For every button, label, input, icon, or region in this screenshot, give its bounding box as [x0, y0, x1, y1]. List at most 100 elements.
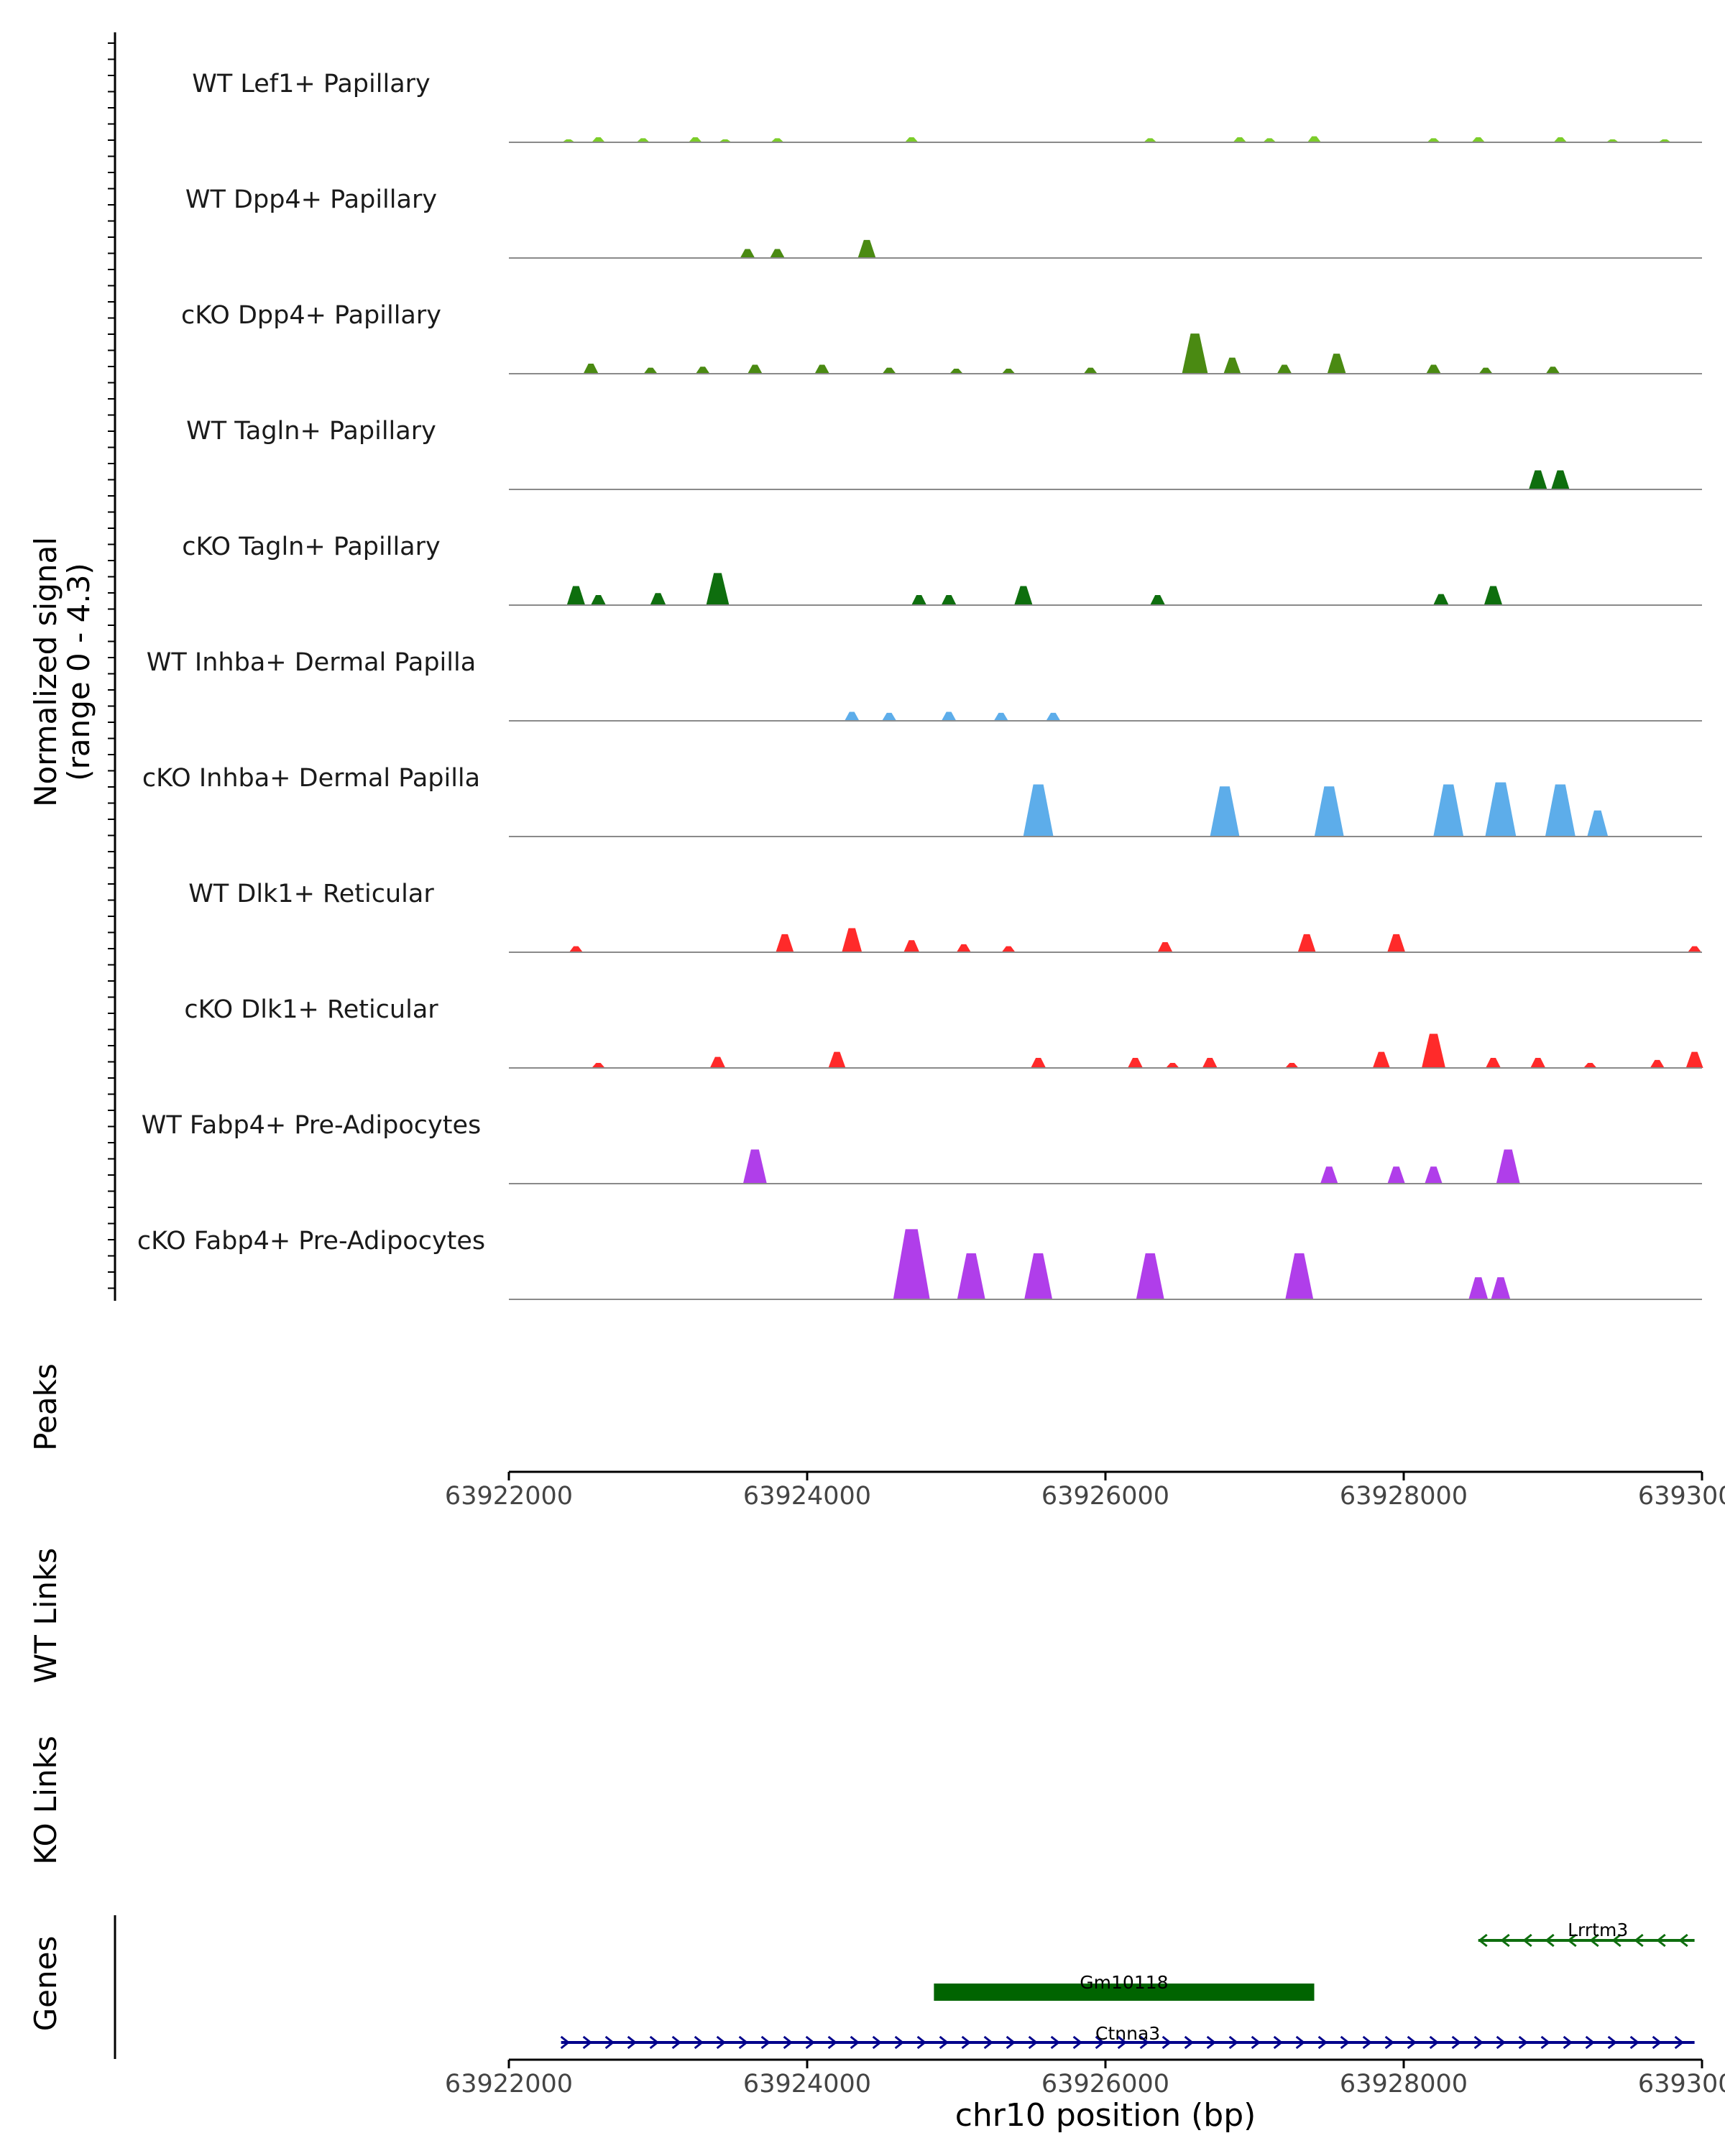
strand-arrow [1634, 1933, 1644, 1948]
signal-peak [1031, 1058, 1046, 1068]
peaks-track-label: Peaks [28, 1363, 63, 1451]
strand-arrow [872, 2035, 883, 2050]
strand-arrow [1273, 2035, 1284, 2050]
signal-peak [1433, 594, 1449, 605]
strand-arrow [1678, 1933, 1688, 1948]
signal-peak [1427, 138, 1440, 142]
gene-label: Ctnna3 [1095, 2023, 1160, 2044]
strand-arrow [1563, 2035, 1573, 2050]
signal-peak [1551, 470, 1570, 489]
gene-annotations: Lrrtm3 Gm10118 Ctnna3 [560, 1920, 1695, 2050]
y-axis-title-line-2: (range 0 - 4.3) [61, 563, 96, 781]
signal-peak [814, 364, 829, 374]
strand-arrow [1589, 1933, 1599, 1948]
signal-peak [592, 1063, 605, 1068]
signal-peak [956, 944, 971, 952]
signal-peak [583, 364, 599, 374]
strand-arrow [961, 2035, 972, 2050]
signal-peak [1285, 1253, 1314, 1299]
signal-peak [650, 593, 666, 605]
signal-peak [941, 595, 957, 605]
signal-peak [742, 1149, 767, 1184]
x-tick-label: 63928000 [1340, 2070, 1468, 2099]
strand-arrow [1407, 2035, 1417, 2050]
bottom-x-axis-ticks: 63922000 63924000 63926000 63928000 63930000 [445, 2060, 1725, 2099]
strand-arrow [939, 2035, 949, 2050]
signal-peak [903, 940, 920, 952]
signal-peak [893, 1229, 930, 1299]
signal-peak [1545, 784, 1576, 837]
strand-arrow [1362, 2035, 1373, 2050]
strand-arrow [694, 2035, 704, 2050]
strand-arrow [916, 2035, 927, 2050]
signal-peak [1688, 946, 1702, 952]
ko-links-label: KO Links [28, 1736, 63, 1865]
strand-arrow [1545, 1933, 1555, 1948]
strand-arrow [894, 2035, 905, 2050]
signal-peak [1433, 784, 1464, 837]
signal-peak [1327, 354, 1346, 374]
strand-arrow [1518, 2035, 1529, 2050]
strand-arrow [1674, 2035, 1685, 2050]
strand-arrow [582, 2035, 593, 2050]
strand-arrow [1095, 2035, 1105, 2050]
signal-peak [770, 138, 784, 142]
strand-arrow [716, 2035, 727, 2050]
track-cko-dpp4-papillary: cKO Dpp4+ Papillary [181, 301, 1702, 374]
signal-peak [941, 711, 957, 721]
strand-arrow [1522, 1933, 1532, 1948]
signal-peak [845, 711, 860, 721]
signal-peak [1128, 1058, 1143, 1068]
top-x-axis: 63922000 63924000 63926000 63928000 63930000 [445, 1470, 1725, 1511]
track-cko-dlk1-reticular: cKO Dlk1+ Reticular [184, 995, 1703, 1069]
signal-peak [562, 139, 575, 142]
signal-peak [1263, 138, 1276, 142]
signal-peak [1276, 364, 1292, 374]
strand-arrow [1162, 2035, 1172, 2050]
x-tick-label: 63924000 [743, 2070, 871, 2099]
signal-peak [776, 934, 794, 952]
track-label: WT Dpp4+ Papillary [185, 185, 437, 214]
signal-peak [1587, 810, 1609, 837]
strand-arrow [827, 2035, 838, 2050]
track-label: WT Inhba+ Dermal Papilla [147, 648, 476, 677]
strand-arrow [1251, 2035, 1261, 2050]
signal-peak [1223, 357, 1241, 374]
signal-peak [1658, 139, 1671, 142]
signal-peak [1001, 946, 1016, 952]
track-label: cKO Inhba+ Dermal Papilla [142, 764, 480, 793]
signal-peak [696, 367, 710, 374]
strand-arrow [1540, 2035, 1551, 2050]
signal-peak [1650, 1059, 1665, 1068]
strand-arrow [1567, 1933, 1577, 1948]
strand-arrow [1117, 2035, 1128, 2050]
strand-arrow [1611, 1933, 1622, 1948]
signal-peak [857, 239, 876, 258]
track-label: cKO Dlk1+ Reticular [184, 995, 438, 1024]
signal-peak [1046, 712, 1061, 721]
signal-peak [1685, 1051, 1703, 1068]
signal-peak [882, 367, 896, 374]
signal-peak [842, 928, 862, 952]
strand-arrow [1384, 2035, 1395, 2050]
signal-peak [1387, 934, 1406, 952]
signal-peak [1297, 934, 1316, 952]
strand-arrow [1184, 2035, 1195, 2050]
signal-peak [1426, 364, 1441, 374]
signal-peak [1529, 470, 1547, 489]
signal-peak [1023, 784, 1054, 837]
track-cko-tagln-papillary: cKO Tagln+ Papillary [182, 533, 1702, 606]
track-wt-dpp4-papillary: WT Dpp4+ Papillary [185, 185, 1702, 259]
signal-peak [1320, 1166, 1338, 1184]
strand-arrow [1340, 2035, 1351, 2050]
signal-peak [770, 249, 785, 258]
gene-body [934, 1984, 1315, 2001]
signal-peak [748, 364, 763, 374]
signal-peak [1468, 1277, 1489, 1299]
track-wt-fabp4-pre-adipocytes: WT Fabp4+ Pre-Adipocytes [142, 1111, 1702, 1184]
signal-peak [1425, 1166, 1443, 1184]
signal-peak [1210, 786, 1240, 837]
gene-label: Gm10118 [1080, 1972, 1168, 1993]
signal-peak [993, 712, 1008, 721]
strand-arrow [1006, 2035, 1016, 2050]
